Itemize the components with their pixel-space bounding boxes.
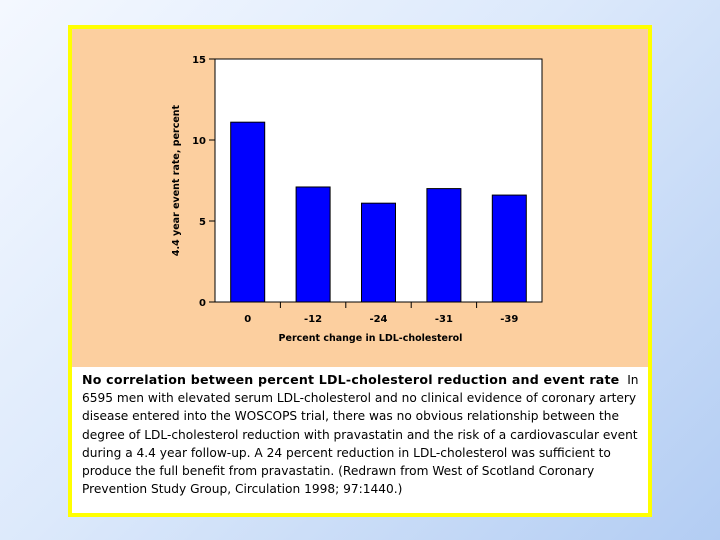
y-tick-label: 15 [192,55,206,66]
bar [491,194,527,303]
bar [361,202,396,303]
bar [295,186,331,303]
bar [230,121,266,303]
x-axis-title: Percent change in LDL-cholesterol [279,333,463,344]
y-tick-label: 10 [192,136,206,147]
figure-frame: 0 5 10 15 0 -12 -24 -31 -39 Percent change in LDL… [68,25,652,517]
x-tick-label: -39 [500,314,518,325]
chart-panel: 0 5 10 15 0 -12 -24 -31 -39 Percent change in LDL… [72,29,648,367]
y-tick-label: 0 [199,298,206,309]
bar-chart: 0 5 10 15 0 -12 -24 -31 -39 Percent change in LDL… [171,55,543,344]
caption-body: In 6595 men with elevated serum LDL-chol… [82,373,639,497]
y-axis-title: 4.4 year event rate, percent [171,104,182,256]
x-tick-label: -31 [435,314,453,325]
y-tick-label: 5 [199,217,206,228]
x-tick-label: -24 [369,314,387,325]
bar [426,188,462,303]
caption-title: No correlation between percent LDL-chole… [82,372,620,387]
figure-caption: No correlation between percent LDL-chole… [82,371,644,498]
x-tick-label: -12 [304,314,322,325]
x-tick-label: 0 [244,314,251,325]
